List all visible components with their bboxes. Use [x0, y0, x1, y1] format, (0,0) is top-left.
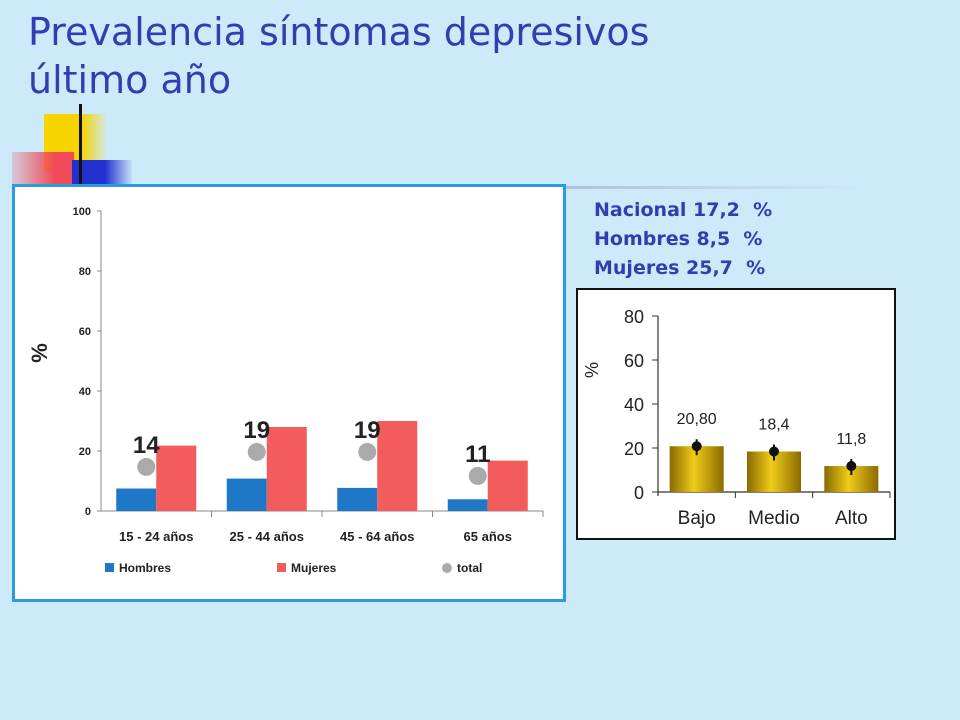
legend-label: Hombres: [119, 561, 171, 575]
y-tick-label: 0: [634, 483, 644, 503]
y-tick-label: 40: [79, 386, 91, 398]
data-label: 20,80: [677, 411, 717, 428]
y-tick-label: 100: [73, 206, 91, 218]
y-tick-label: 60: [624, 351, 644, 371]
point-total: [137, 457, 156, 476]
legend-label: total: [457, 561, 482, 575]
x-category-label: Medio: [748, 508, 800, 529]
decor-vertical-line: [79, 104, 82, 188]
stat-mujeres: Mujeres 25,7 %: [594, 257, 766, 279]
x-category-label: 65 años: [464, 529, 512, 544]
age-chart-panel: 0 20 40 60 80 100% 14 15 - 24 años 19 25 - 44 año…: [12, 184, 566, 602]
y-tick-label: 80: [79, 266, 91, 278]
y-axis-label: %: [27, 343, 52, 363]
data-label: 11,8: [836, 431, 866, 448]
point-total: [247, 442, 266, 461]
data-label-total: 11: [465, 441, 490, 468]
bar-mujeres: [377, 421, 418, 511]
stat-nacional: Nacional 17,2 %: [594, 199, 773, 221]
point-estimate: [846, 461, 857, 472]
point-estimate: [769, 446, 779, 457]
socioeconomic-bar-chart: 0 20 40 60 80% 20,80 Bajo 18,4 Medio 11,8 Alto: [582, 307, 891, 529]
point-total: [468, 466, 487, 485]
x-category-label: 45 - 64 años: [340, 529, 414, 544]
age-group-bar-chart: 0 20 40 60 80 100% 14 15 - 24 años 19 25 - 44 año…: [27, 206, 544, 575]
point-total: [358, 442, 377, 461]
legend-swatch: [105, 563, 114, 572]
y-tick-label: 40: [624, 395, 644, 415]
bar-hombres: [116, 488, 157, 511]
bar-hombres: [447, 499, 488, 511]
data-label-total: 14: [133, 432, 160, 459]
y-tick-label: 60: [79, 326, 91, 338]
stat-hombres: Hombres 8,5 %: [594, 228, 763, 250]
page-title: Prevalencia síntomas depresivos último a…: [28, 8, 928, 104]
decor-blue-square: [72, 160, 132, 188]
point-estimate: [691, 441, 702, 452]
legend-label: Mujeres: [291, 561, 337, 575]
national-stats: Nacional 17,2 % Hombres 8,5 % Mujeres 25…: [594, 196, 894, 283]
x-category-label: 15 - 24 años: [119, 529, 193, 544]
y-tick-label: 20: [79, 446, 91, 458]
bar-hombres: [337, 487, 378, 511]
x-category-label: Alto: [835, 508, 868, 529]
bar-mujeres: [266, 427, 307, 511]
x-category-label: Bajo: [678, 508, 716, 529]
ses-chart-panel: 0 20 40 60 80% 20,80 Bajo 18,4 Medio 11,8 Alto: [576, 288, 896, 540]
y-tick-label: 20: [624, 439, 644, 459]
y-axis-label: %: [582, 362, 602, 378]
legend-swatch: [442, 563, 452, 573]
bar-mujeres: [156, 445, 197, 511]
data-label-total: 19: [243, 417, 270, 444]
decor-red-square: [12, 152, 74, 188]
legend-swatch: [277, 563, 286, 572]
x-category-label: 25 - 44 años: [230, 529, 304, 544]
bar-hombres: [226, 478, 267, 511]
data-label-total: 19: [354, 417, 381, 444]
data-label: 18,4: [758, 417, 789, 434]
y-tick-label: 0: [85, 506, 91, 518]
title-line-1: Prevalencia síntomas depresivos: [28, 10, 650, 54]
bar-mujeres: [487, 460, 528, 511]
title-line-2: último año: [28, 58, 232, 102]
y-tick-label: 80: [624, 307, 644, 327]
